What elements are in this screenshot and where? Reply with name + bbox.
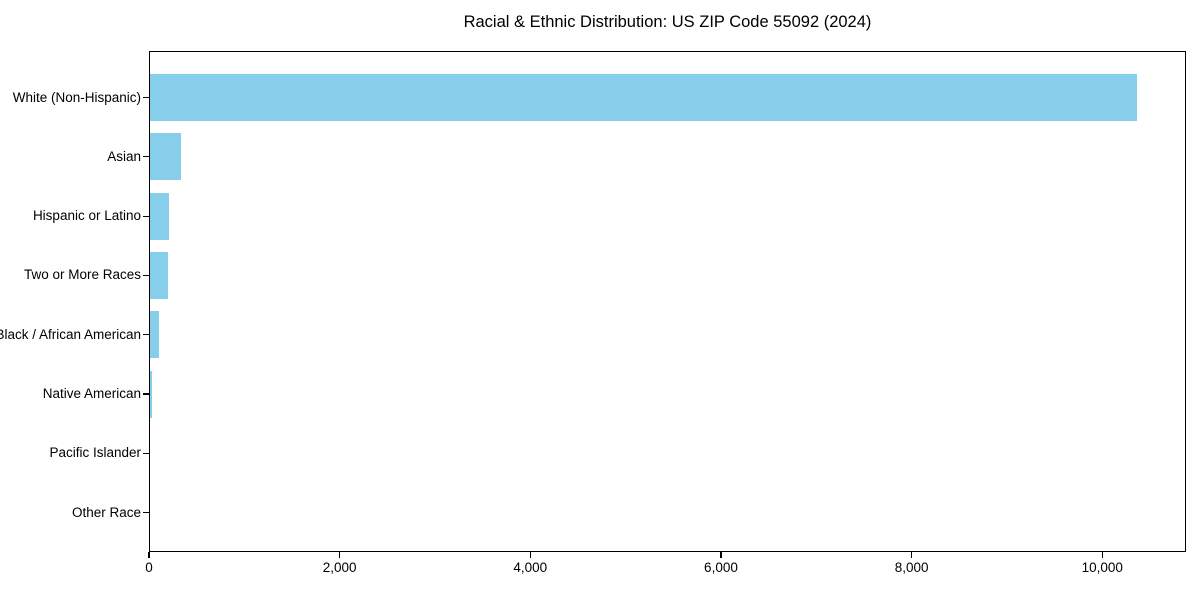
x-tick-label: 0: [145, 560, 153, 575]
chart-title: Racial & Ethnic Distribution: US ZIP Cod…: [463, 13, 872, 31]
y-tick-mark: [143, 334, 149, 336]
x-tick-mark: [720, 552, 722, 558]
bar-white-non-hispanic: [150, 74, 1137, 121]
x-tick-mark: [339, 552, 341, 558]
x-tick-label: 10,000: [1081, 560, 1123, 575]
bar-black-african-american: [150, 311, 159, 359]
y-tick-label: Hispanic or Latino: [32, 208, 141, 224]
y-tick-mark: [143, 156, 149, 158]
x-tick-mark: [1101, 552, 1103, 558]
y-tick-label: Other Race: [71, 504, 141, 520]
y-tick-label: Black / African American: [0, 326, 141, 342]
bar-hispanic-or-latino: [150, 192, 170, 240]
y-tick-mark: [143, 452, 149, 454]
bar-two-or-more-races: [150, 251, 169, 299]
bar-asian: [150, 133, 181, 181]
y-tick-mark: [143, 96, 149, 99]
y-tick-mark: [143, 512, 149, 514]
x-tick-label: 2,000: [322, 560, 357, 575]
plot-area: [149, 51, 1186, 552]
x-tick-mark: [911, 552, 913, 558]
y-tick-label: Native American: [42, 386, 141, 401]
y-tick-label: Pacific Islander: [49, 445, 141, 461]
x-tick-label: 6,000: [704, 560, 738, 575]
y-tick-mark: [143, 393, 149, 395]
bar-native-american: [150, 370, 152, 418]
x-tick-mark: [529, 552, 531, 558]
y-tick-mark: [143, 274, 149, 276]
x-tick-mark: [148, 552, 150, 558]
y-tick-label: Asian: [107, 148, 141, 164]
x-tick-label: 8,000: [894, 560, 929, 575]
y-tick-label: White (Non-Hispanic): [12, 89, 141, 105]
y-tick-label: Two or More Races: [23, 267, 141, 283]
x-tick-label: 4,000: [513, 560, 548, 575]
y-tick-mark: [143, 215, 149, 217]
